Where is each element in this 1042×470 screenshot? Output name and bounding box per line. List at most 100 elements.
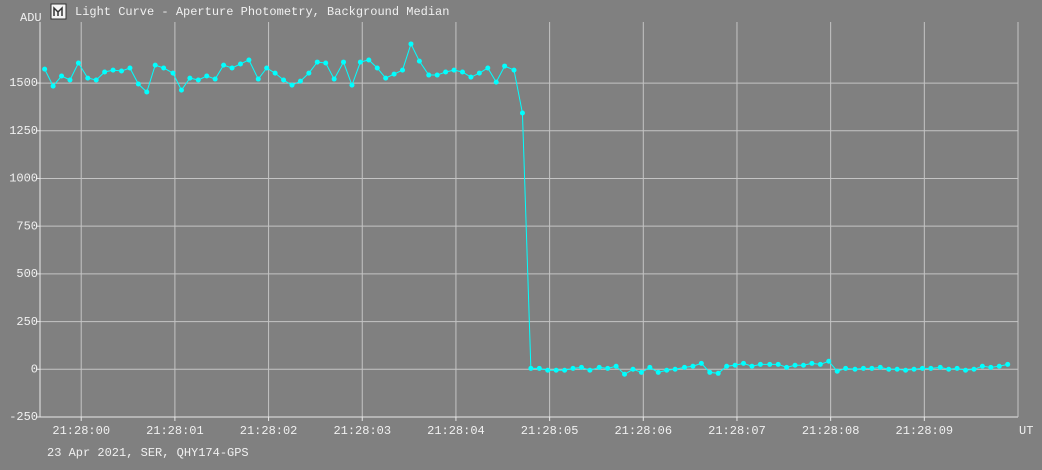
data-point [578,364,584,370]
data-point [843,365,849,371]
data-point [493,79,499,85]
data-point [229,65,235,71]
x-tick-label: 21:28:06 [614,424,672,438]
data-point [784,364,790,370]
data-point [110,67,116,73]
data-point [817,361,823,367]
data-point [195,77,201,83]
data-point [485,65,491,71]
data-point [366,57,372,63]
data-point [869,365,875,371]
data-point [664,367,670,373]
data-point [946,366,952,372]
data-point [724,363,730,369]
data-point [988,364,994,370]
data-point [630,366,636,372]
data-point [903,367,909,373]
data-point [877,364,883,370]
data-point [212,76,218,82]
data-point [715,370,721,376]
data-point [152,62,158,68]
data-point [42,66,48,72]
data-point [647,364,653,370]
data-point [161,65,167,71]
data-point [519,110,525,116]
data-point [971,366,977,372]
x-tick-label: 21:28:09 [896,424,954,438]
data-point [741,360,747,366]
data-point [170,70,176,76]
data-point [911,366,917,372]
data-point [587,367,593,373]
data-point [775,361,781,367]
data-point [264,65,270,71]
data-point [93,77,99,83]
data-point [707,369,713,375]
data-point [383,75,389,81]
data-point [562,367,568,373]
data-point [860,365,866,371]
data-point [826,358,832,364]
data-point [852,366,858,372]
data-point [391,71,397,77]
data-point [605,365,611,371]
data-point [357,59,363,65]
y-axis-label: ADU [20,11,42,25]
y-tick-label: -250 [9,410,38,424]
data-point [434,72,440,78]
data-point [127,65,133,71]
data-point [75,60,81,66]
data-point [119,68,124,74]
data-point [919,365,925,371]
data-point [963,367,969,373]
data-point [314,59,320,65]
data-point [622,371,628,377]
data-point [144,89,150,95]
data-point [570,365,576,371]
data-point [800,362,806,368]
data-point [698,360,704,366]
data-point [672,366,678,372]
app-icon [50,3,67,20]
data-point [511,67,517,73]
y-tick-label: 1250 [9,124,38,138]
x-tick-label: 21:28:00 [52,424,110,438]
data-point [59,73,65,79]
data-point [690,363,696,369]
data-point [187,75,193,81]
x-tick-label: 21:28:02 [240,424,298,438]
y-tick-label: 250 [16,315,38,329]
data-point [1005,361,1011,367]
data-point [459,69,465,75]
data-point [331,76,337,82]
data-point [237,61,243,67]
data-point [50,83,56,89]
data-point [416,58,422,64]
data-point [306,70,312,76]
data-point [135,81,141,87]
data-point [323,60,329,66]
data-point [281,77,287,83]
y-tick-label: 0 [31,362,38,376]
data-point [937,364,943,370]
data-point [928,365,934,371]
data-point [767,361,773,367]
data-point [757,361,763,367]
data-point [400,67,406,73]
data-point [468,74,474,80]
data-point [596,364,602,370]
data-point [341,59,347,65]
data-point [553,367,559,373]
data-point [272,70,278,76]
data-point [255,76,261,82]
x-tick-label: 21:28:05 [521,424,579,438]
data-point [289,82,295,88]
data-point [996,363,1002,369]
data-point [792,362,798,368]
data-point [545,367,551,373]
data-point [246,57,252,63]
data-point [809,360,815,366]
data-point [204,73,210,79]
